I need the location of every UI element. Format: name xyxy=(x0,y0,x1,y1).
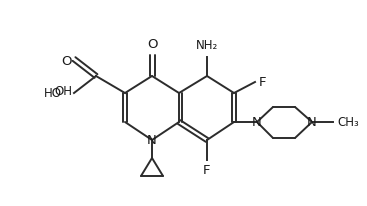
Text: N: N xyxy=(252,116,262,129)
Text: F: F xyxy=(259,76,266,89)
Text: CH₃: CH₃ xyxy=(337,116,359,129)
Text: N: N xyxy=(147,133,157,146)
Text: OH: OH xyxy=(54,84,72,97)
Text: F: F xyxy=(203,164,211,177)
Text: N: N xyxy=(307,116,317,129)
Text: O: O xyxy=(62,55,72,68)
Text: HO: HO xyxy=(44,87,62,99)
Text: O: O xyxy=(147,38,157,51)
Text: NH₂: NH₂ xyxy=(196,39,218,52)
